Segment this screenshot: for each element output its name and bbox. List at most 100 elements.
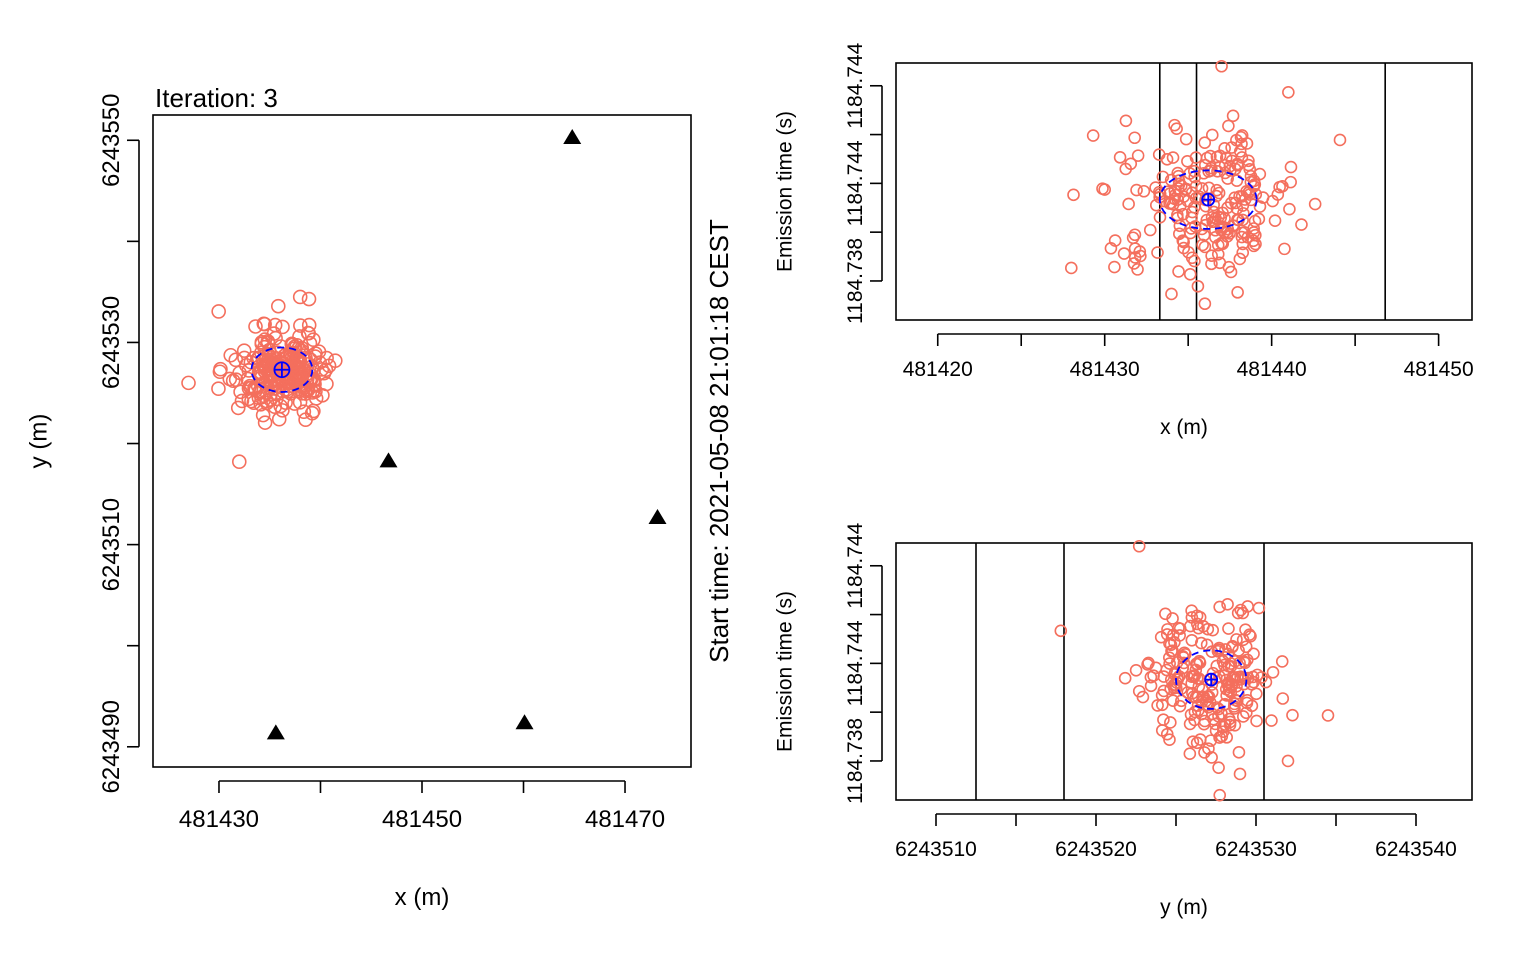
sample-point [1249, 237, 1262, 251]
sample-point [1273, 180, 1286, 194]
sample-point [1308, 197, 1322, 211]
sample-point [1192, 190, 1206, 203]
y-axis-title: Emission time (s) [774, 591, 797, 752]
sample-point [1210, 183, 1224, 197]
sample-point [1194, 636, 1208, 650]
sample-point [1230, 157, 1244, 171]
sample-point [1189, 151, 1203, 164]
sample-point [1190, 617, 1204, 631]
sample-point [1185, 677, 1198, 690]
sample-point [223, 347, 239, 363]
sample-point [258, 352, 273, 368]
sample-point [1151, 699, 1164, 712]
y-tick-label: 6243490 [98, 700, 125, 793]
sample-point [1216, 654, 1230, 668]
y-tick-label: 6243530 [98, 296, 125, 389]
sample-point [1239, 623, 1252, 636]
sample-point [1143, 223, 1157, 237]
sample-point [1215, 236, 1228, 250]
sample-point [1188, 669, 1201, 683]
sample-point [257, 316, 272, 332]
sample-point [260, 334, 276, 349]
sample-point [1131, 149, 1145, 162]
sample-point [253, 397, 269, 412]
receiver-point [648, 509, 667, 525]
sample-point [1157, 713, 1170, 727]
sample-point [1238, 193, 1252, 206]
sample-point [1117, 247, 1131, 260]
sample-point [298, 412, 313, 428]
sample-point [1232, 686, 1245, 700]
y-tick-label: 1184.744 [844, 42, 867, 128]
sample-point [1126, 231, 1140, 245]
sample-point [1224, 164, 1237, 177]
sample-point [1164, 173, 1178, 187]
sample-point [1184, 619, 1197, 633]
sample-point [1183, 747, 1197, 761]
plot-frame [895, 542, 1473, 801]
plot-frame [895, 62, 1473, 321]
sample-point [1198, 136, 1212, 150]
sample-point [1130, 183, 1143, 197]
sample-point [1243, 162, 1257, 176]
sample-point [231, 454, 247, 470]
iteration-label: Iteration: 3 [155, 83, 278, 113]
sample-point [1108, 260, 1121, 274]
panel-x-time: 481420 481430 481440 481450 1184.738 1184.744… [774, 42, 1474, 439]
sample-point [1163, 657, 1176, 670]
sample-point [1247, 180, 1261, 193]
sample-point [1233, 252, 1247, 266]
sample-point [1247, 239, 1261, 253]
y-tick-label: 6243550 [98, 94, 125, 187]
sample-point [1235, 226, 1249, 240]
sample-point [1197, 619, 1210, 633]
sample-point [268, 330, 283, 346]
sample-point [1163, 187, 1177, 200]
sample-point [1198, 297, 1212, 311]
sample-point [1160, 727, 1174, 741]
sample-point [1172, 169, 1185, 183]
sample-point [250, 350, 266, 366]
sample-point [1221, 598, 1234, 611]
sample-point [273, 339, 289, 354]
sample-point [1278, 242, 1291, 256]
sample-point [1234, 603, 1248, 617]
sample-point [293, 318, 308, 333]
sample-point [1218, 212, 1231, 225]
sample-point [1230, 633, 1243, 646]
sample-point [1166, 151, 1180, 164]
sample-point [257, 415, 273, 430]
sample-point [327, 353, 343, 368]
sample-point [1172, 174, 1186, 187]
sample-point [1284, 160, 1298, 174]
sample-point [234, 393, 250, 409]
sample-point [1240, 706, 1253, 720]
y-axis-title: Emission time (s) [774, 111, 797, 272]
sample-point [270, 298, 286, 314]
sample-point [1054, 624, 1068, 638]
sample-point [1168, 188, 1182, 202]
sample-point [246, 350, 261, 366]
sample-point [301, 325, 316, 341]
receiver-point [379, 452, 398, 468]
sample-point [1240, 696, 1254, 710]
sample-point [1212, 761, 1225, 774]
sample-point [1205, 257, 1218, 271]
sample-point [1275, 655, 1289, 668]
x-axis-title: y (m) [1160, 896, 1208, 919]
sample-point [1186, 687, 1199, 700]
sample-point [1163, 733, 1176, 747]
sample-point [1222, 676, 1236, 689]
sample-point [1222, 622, 1235, 635]
plot-frame [152, 114, 692, 768]
sample-point [1122, 197, 1135, 211]
sample-point [248, 319, 263, 334]
sample-point [271, 411, 287, 427]
sample-point [1235, 137, 1248, 151]
sample-point [236, 343, 252, 358]
receiver-point [266, 724, 285, 740]
sample-point [287, 396, 302, 411]
sample-point [1149, 661, 1163, 675]
sample-point [278, 367, 293, 383]
sample-point [298, 350, 313, 366]
